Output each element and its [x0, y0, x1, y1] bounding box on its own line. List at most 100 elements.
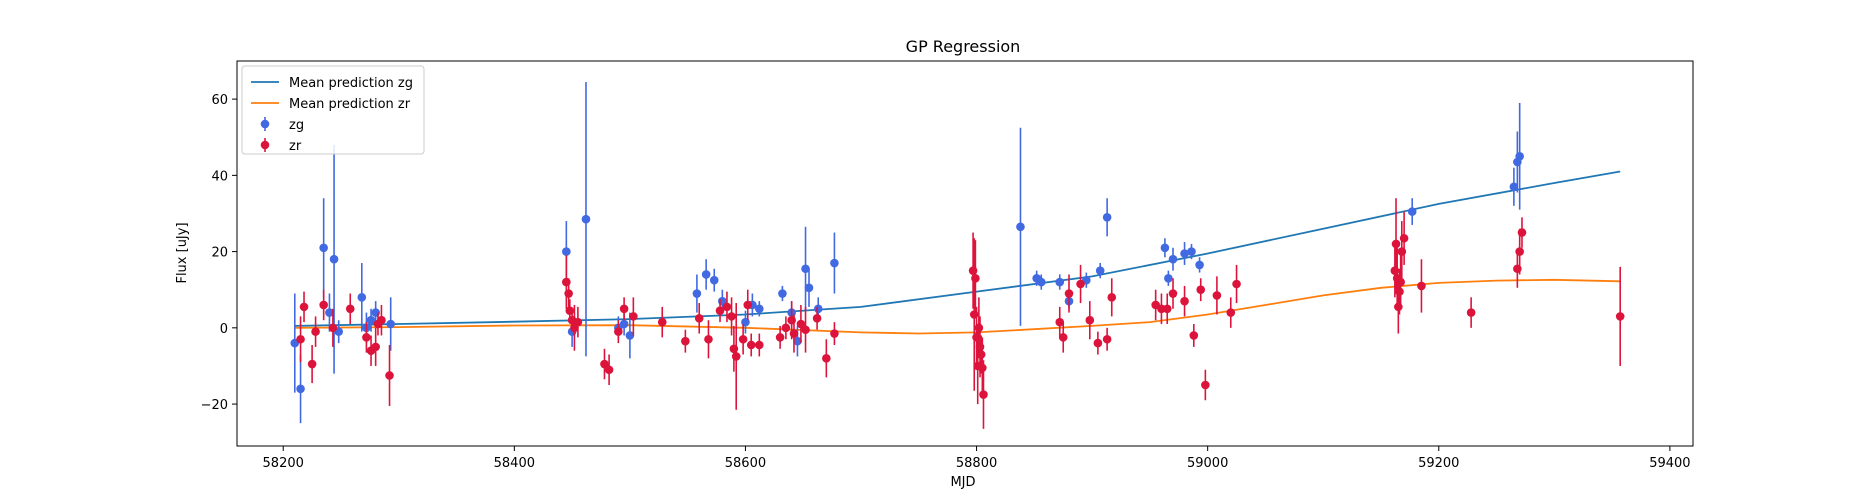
zr-data-point	[715, 306, 725, 315]
zg-data-point	[1055, 277, 1065, 287]
zr-data-point	[743, 300, 753, 310]
zr-data-point	[345, 304, 355, 314]
zg-data-point	[1187, 247, 1196, 256]
zr-data-point	[1189, 331, 1199, 340]
zr-data-point	[1212, 291, 1222, 300]
zg-data-point	[581, 214, 591, 224]
zr-data-point	[1102, 334, 1112, 344]
x-tick-label: 58600	[725, 456, 766, 471]
x-tick-label: 58200	[263, 456, 304, 471]
zg-data-point	[1164, 273, 1173, 283]
zg-data-point	[319, 243, 328, 253]
zg-data-point	[1195, 260, 1204, 270]
zr-data-point	[731, 352, 741, 361]
zr-data-point	[796, 319, 806, 329]
zr-data-point	[604, 365, 614, 375]
zr-data-point	[781, 323, 791, 333]
zr-data-point	[1391, 239, 1401, 249]
legend-swatch-zr	[260, 140, 270, 150]
zg-data-point	[1016, 222, 1025, 232]
zr-data-point	[1515, 247, 1524, 256]
zr-data-point	[1517, 228, 1527, 237]
zr-data-point	[978, 363, 987, 373]
zr-data-point	[600, 359, 609, 369]
x-tick-label: 58800	[956, 456, 997, 471]
zr-data-point	[296, 334, 305, 344]
zg-data-point	[1102, 212, 1112, 222]
zr-data-point	[619, 304, 629, 314]
zr-data-point	[1196, 285, 1206, 295]
zr-data-point	[822, 354, 831, 363]
zr-data-point	[385, 371, 394, 380]
legend-swatch-zg	[260, 119, 270, 129]
zr-data-point	[614, 327, 623, 336]
zr-data-point	[311, 327, 320, 336]
zr-data-point	[974, 323, 984, 333]
zr-data-point	[727, 312, 736, 321]
zg-data-point	[1509, 182, 1519, 192]
zr-data-point	[573, 317, 583, 327]
zg-data-point	[625, 331, 635, 340]
zg-data-point	[366, 315, 376, 325]
zr-data-point	[1201, 380, 1210, 390]
legend-label-mean-prediction-zg: Mean prediction zg	[289, 76, 413, 91]
zr-data-point	[775, 333, 785, 342]
axes-frame	[236, 60, 1694, 447]
zg-data-point	[1168, 254, 1178, 264]
zg-data-point	[1160, 243, 1170, 253]
zg-data-point	[701, 270, 711, 279]
zr-data-point	[1085, 315, 1095, 325]
zr-data-point	[319, 300, 328, 310]
zg-data-point	[755, 304, 764, 314]
zr-data-point	[1417, 281, 1426, 291]
zg-data-point	[793, 336, 802, 346]
legend: Mean prediction zg Mean prediction zr zg zr	[241, 65, 425, 155]
zr-data-point	[755, 340, 764, 350]
zr-data-point	[629, 312, 638, 321]
zr-data-point	[1076, 279, 1085, 289]
zr-data-point	[1107, 293, 1117, 302]
zr-data-point	[564, 289, 573, 298]
zg-data-point	[778, 289, 787, 298]
zr-data-point	[812, 314, 822, 323]
zg-data-point	[619, 319, 629, 329]
y-tick-label: 40	[211, 169, 228, 184]
zr-data-point	[722, 302, 732, 312]
zr-data-point	[976, 350, 986, 359]
zr-data-point	[738, 334, 748, 344]
zg-data-point	[386, 319, 395, 329]
legend-label-zg: zg	[289, 118, 304, 133]
zg-data-point	[357, 293, 367, 302]
zr-data-point	[1466, 308, 1476, 317]
zr-errorbar-series	[296, 198, 1625, 429]
zr-data-point	[1055, 317, 1065, 327]
zg-data-point	[692, 289, 702, 298]
mean-prediction-zg-line	[294, 170, 1621, 327]
zg-data-point	[1180, 249, 1189, 258]
zr-data-point	[371, 342, 380, 352]
zr-data-point	[979, 390, 988, 399]
legend-label-zr: zr	[289, 139, 302, 154]
zr-data-point	[801, 325, 810, 335]
zr-data-point	[657, 317, 667, 327]
zr-data-point	[1399, 233, 1409, 243]
y-tick-label: 0	[220, 322, 228, 337]
zg-data-point	[296, 384, 305, 394]
zg-data-point	[1407, 207, 1417, 216]
y-tick-label: −20	[201, 398, 228, 413]
y-tick-label: 20	[211, 246, 228, 261]
zr-data-point	[299, 302, 309, 312]
zr-data-point	[1396, 277, 1405, 287]
zr-data-point	[1232, 279, 1241, 289]
x-tick-label: 59200	[1418, 456, 1459, 471]
zr-data-point	[1395, 287, 1404, 296]
zg-data-point	[1515, 151, 1524, 161]
mean-prediction-zr-line	[294, 278, 1621, 335]
y-tick-label: 60	[211, 93, 228, 108]
zr-data-point	[307, 359, 317, 369]
zg-data-point	[709, 275, 719, 285]
x-tick-label: 58400	[494, 456, 535, 471]
zg-data-point	[801, 264, 810, 274]
chart-title: GP Regression	[906, 37, 1021, 56]
